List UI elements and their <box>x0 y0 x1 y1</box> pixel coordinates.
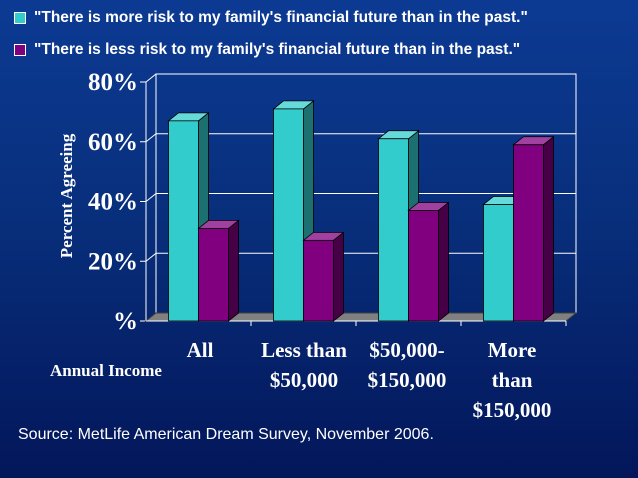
chart-labels: % 20% 40% 60% 80% All Less than $50,000 $50,000-… <box>50 69 551 422</box>
x-tick-label: $50,000 <box>270 368 338 392</box>
x-tick-label: than <box>492 368 533 392</box>
y-tick-label: 80% <box>88 69 138 96</box>
bar-side-face <box>228 219 239 322</box>
x-tick-label: More <box>488 338 537 362</box>
chart-legend: "There is more risk to my family's finan… <box>14 8 634 72</box>
bar-side-face <box>333 231 344 322</box>
bar-front-face <box>513 144 544 322</box>
y-tick-label: 20% <box>88 248 138 275</box>
y-axis-title: Percent Agreeing <box>57 133 76 258</box>
x-axis-title: Annual Income <box>50 361 162 380</box>
gridline-depth <box>145 193 157 202</box>
legend-item-more-risk: "There is more risk to my family's finan… <box>14 8 634 40</box>
bar-more-risk <box>272 100 315 322</box>
gridline-depth <box>145 252 157 262</box>
legend-label-less-risk: "There is less risk to my family's finan… <box>34 41 521 58</box>
x-tick-label: $150,000 <box>473 398 552 422</box>
bar-front-face <box>408 210 439 322</box>
bar-less-risk <box>407 201 450 322</box>
bar-front-face <box>303 239 334 322</box>
bar-front-face <box>168 120 199 322</box>
gridline-depth <box>145 73 157 83</box>
bar-less-risk <box>302 231 345 322</box>
bar-side-face <box>438 201 449 322</box>
bar-front-face <box>273 108 304 322</box>
y-tick-label: % <box>113 308 138 335</box>
bar-front-face <box>198 227 229 322</box>
x-tick-label: All <box>187 338 214 362</box>
legend-item-less-risk: "There is less risk to my family's finan… <box>14 40 634 72</box>
legend-label-more-risk: "There is more risk to my family's finan… <box>34 9 528 26</box>
x-tick-label: Less than <box>261 338 347 362</box>
gridline-depth <box>145 133 157 143</box>
x-tick-label: $150,000 <box>368 368 447 392</box>
y-tick-label: 40% <box>88 189 138 216</box>
x-tick-label: $50,000- <box>369 338 444 362</box>
bar-front-face <box>378 138 409 322</box>
chart-bars <box>167 100 555 322</box>
bar-less-risk <box>512 135 555 322</box>
y-tick-label: 60% <box>88 129 138 156</box>
bar-front-face <box>483 204 514 322</box>
bar-less-risk <box>197 219 240 322</box>
source-note: Source: MetLife American Dream Survey, N… <box>18 426 434 443</box>
bar-side-face <box>543 135 554 322</box>
legend-swatch-less-risk <box>14 44 26 56</box>
legend-swatch-more-risk <box>14 12 26 24</box>
